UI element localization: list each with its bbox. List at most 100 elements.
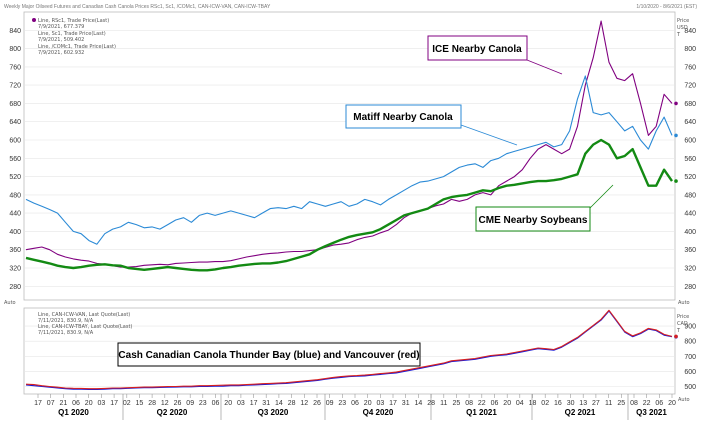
vancouver-line bbox=[25, 309, 673, 390]
y-tick-left: 560 bbox=[9, 156, 21, 163]
x-tick-label: 11 bbox=[605, 400, 612, 407]
y-tick-right: 600 bbox=[684, 138, 696, 145]
upper-series bbox=[25, 20, 678, 272]
x-tick-label: 20 bbox=[668, 400, 676, 407]
lower-legend: Line, CAN-ICW-VAN, Last Quote(Last) 7/11… bbox=[38, 312, 132, 336]
y-tick-left: 280 bbox=[9, 284, 21, 291]
y-tick-left: 520 bbox=[9, 174, 21, 181]
x-tick-label: 16 bbox=[554, 400, 562, 407]
x-tick-label: 14 bbox=[275, 400, 283, 407]
quarter-label: Q3 2020 bbox=[258, 408, 289, 417]
matif-callout: Matiff Nearby Canola bbox=[345, 104, 518, 146]
y-tick-right: 600 bbox=[684, 369, 696, 376]
x-tick-label: 21 bbox=[60, 400, 68, 407]
ice-callout-leader bbox=[526, 59, 563, 75]
x-tick-label: 20 bbox=[85, 400, 93, 407]
cme-nearby-soybeans-last-marker bbox=[674, 179, 678, 183]
ice-nearby-canola-line bbox=[25, 20, 673, 268]
y-tick-right: 400 bbox=[684, 229, 696, 236]
y-tick-left: 720 bbox=[9, 83, 21, 90]
x-tick-label: 02 bbox=[123, 400, 131, 407]
y-tick-right: 500 bbox=[684, 384, 696, 391]
x-tick-label: 23 bbox=[338, 400, 346, 407]
x-tick-label: 27 bbox=[592, 400, 600, 407]
x-tick-label: 25 bbox=[617, 400, 625, 407]
cme-nearby-soybeans-line bbox=[25, 138, 673, 272]
y-tick-right: 800 bbox=[684, 46, 696, 53]
x-tick-label: 18 bbox=[529, 400, 537, 407]
vancouver-last-marker bbox=[674, 334, 678, 339]
x-tick-label: 12 bbox=[161, 400, 169, 407]
x-tick-label: 02 bbox=[541, 400, 549, 407]
quarter-label: Q4 2020 bbox=[363, 408, 394, 417]
matif-callout-label: Matiff Nearby Canola bbox=[353, 112, 453, 123]
y-tick-left: 640 bbox=[9, 119, 21, 126]
x-tick-label: 17 bbox=[250, 400, 258, 407]
x-tick-label: 28 bbox=[148, 400, 156, 407]
y-tick-right: 800 bbox=[684, 339, 696, 346]
quarter-label: Q1 2020 bbox=[58, 408, 89, 417]
y-tick-right: 320 bbox=[684, 266, 696, 273]
y-tick-left: 440 bbox=[9, 211, 21, 218]
y-tick-right: 700 bbox=[684, 354, 696, 361]
matiff-nearby-canola-last-marker bbox=[674, 133, 678, 138]
y-tick-left: 680 bbox=[9, 101, 21, 108]
y-tick-left: 360 bbox=[9, 247, 21, 254]
thunder-bay-line bbox=[25, 310, 673, 391]
cme-callout-box bbox=[475, 206, 591, 232]
lower-price-label: Price bbox=[677, 314, 689, 320]
x-tick-label: 25 bbox=[453, 400, 461, 407]
x-tick-label: 31 bbox=[402, 400, 410, 407]
upper-unit-label: T bbox=[676, 32, 681, 38]
x-tick-label: 06 bbox=[72, 400, 80, 407]
x-tick-label: 12 bbox=[300, 400, 308, 407]
cash-callout-box bbox=[117, 342, 421, 367]
matif-callout-box bbox=[345, 104, 462, 129]
upper-price-label: Price bbox=[677, 18, 689, 24]
y-tick-right: 760 bbox=[684, 64, 696, 71]
x-tick-label: 20 bbox=[364, 400, 372, 407]
matif-callout-leader bbox=[460, 124, 518, 146]
y-tick-right: 680 bbox=[684, 101, 696, 108]
y-tick-left: 320 bbox=[9, 266, 21, 273]
x-tick-label: 08 bbox=[630, 400, 638, 407]
x-tick-label: 20 bbox=[503, 400, 511, 407]
y-tick-left: 600 bbox=[9, 138, 21, 145]
x-tick-label: 06 bbox=[491, 400, 499, 407]
lower-series bbox=[25, 309, 678, 391]
y-tick-left: 760 bbox=[9, 64, 21, 71]
quarter-label: Q2 2020 bbox=[157, 408, 188, 417]
ice-callout: ICE Nearby Canola bbox=[427, 35, 563, 75]
y-tick-right: 720 bbox=[684, 83, 696, 90]
legend-van-line1: Line, CAN-ICW-VAN, Last Quote(Last) bbox=[38, 312, 130, 318]
x-tick-label: 03 bbox=[377, 400, 385, 407]
x-tick-label: 13 bbox=[579, 400, 587, 407]
chart-title: Weekly Major Oilseed Futures and Canadia… bbox=[4, 4, 271, 10]
y-tick-right: 480 bbox=[684, 192, 696, 199]
upper-currency-label: USD bbox=[677, 25, 688, 31]
x-tick-label: 03 bbox=[98, 400, 106, 407]
x-tick-label: 06 bbox=[655, 400, 663, 407]
x-tick-label: 14 bbox=[415, 400, 423, 407]
x-tick-label: 03 bbox=[237, 400, 245, 407]
cash-callout-label: Cash Canadian Canola Thunder Bay (blue) … bbox=[118, 350, 419, 361]
x-tick-label: 28 bbox=[288, 400, 296, 407]
x-tick-label: 22 bbox=[643, 400, 651, 407]
x-tick-label: 09 bbox=[186, 400, 194, 407]
date-range: 1/10/2020 - 8/6/2021 (EST) bbox=[636, 4, 697, 10]
quarter-label: Q2 2021 bbox=[565, 408, 596, 417]
legend-cme-line2: 7/9/2021, 509.402 bbox=[38, 37, 84, 43]
upper-grid: 280 280 320 320 360 360 400 400 440 440 480 480 520 5… bbox=[9, 28, 696, 291]
y-tick-right: 280 bbox=[684, 284, 696, 291]
y-tick-left: 400 bbox=[9, 229, 21, 236]
legend-tbay-line2: 7/11/2021, 830.9, N/A bbox=[38, 330, 94, 336]
y-tick-right: 640 bbox=[684, 119, 696, 126]
matiff-nearby-canola-line bbox=[25, 75, 673, 245]
y-tick-right: 360 bbox=[684, 247, 696, 254]
legend-van-line2: 7/11/2021, 830.9, N/A bbox=[38, 318, 94, 324]
x-tick-label: 17 bbox=[34, 400, 42, 407]
y-tick-right: 440 bbox=[684, 211, 696, 218]
auto-lower-label: Auto bbox=[678, 397, 690, 403]
ice-nearby-canola-last-marker bbox=[674, 101, 678, 106]
